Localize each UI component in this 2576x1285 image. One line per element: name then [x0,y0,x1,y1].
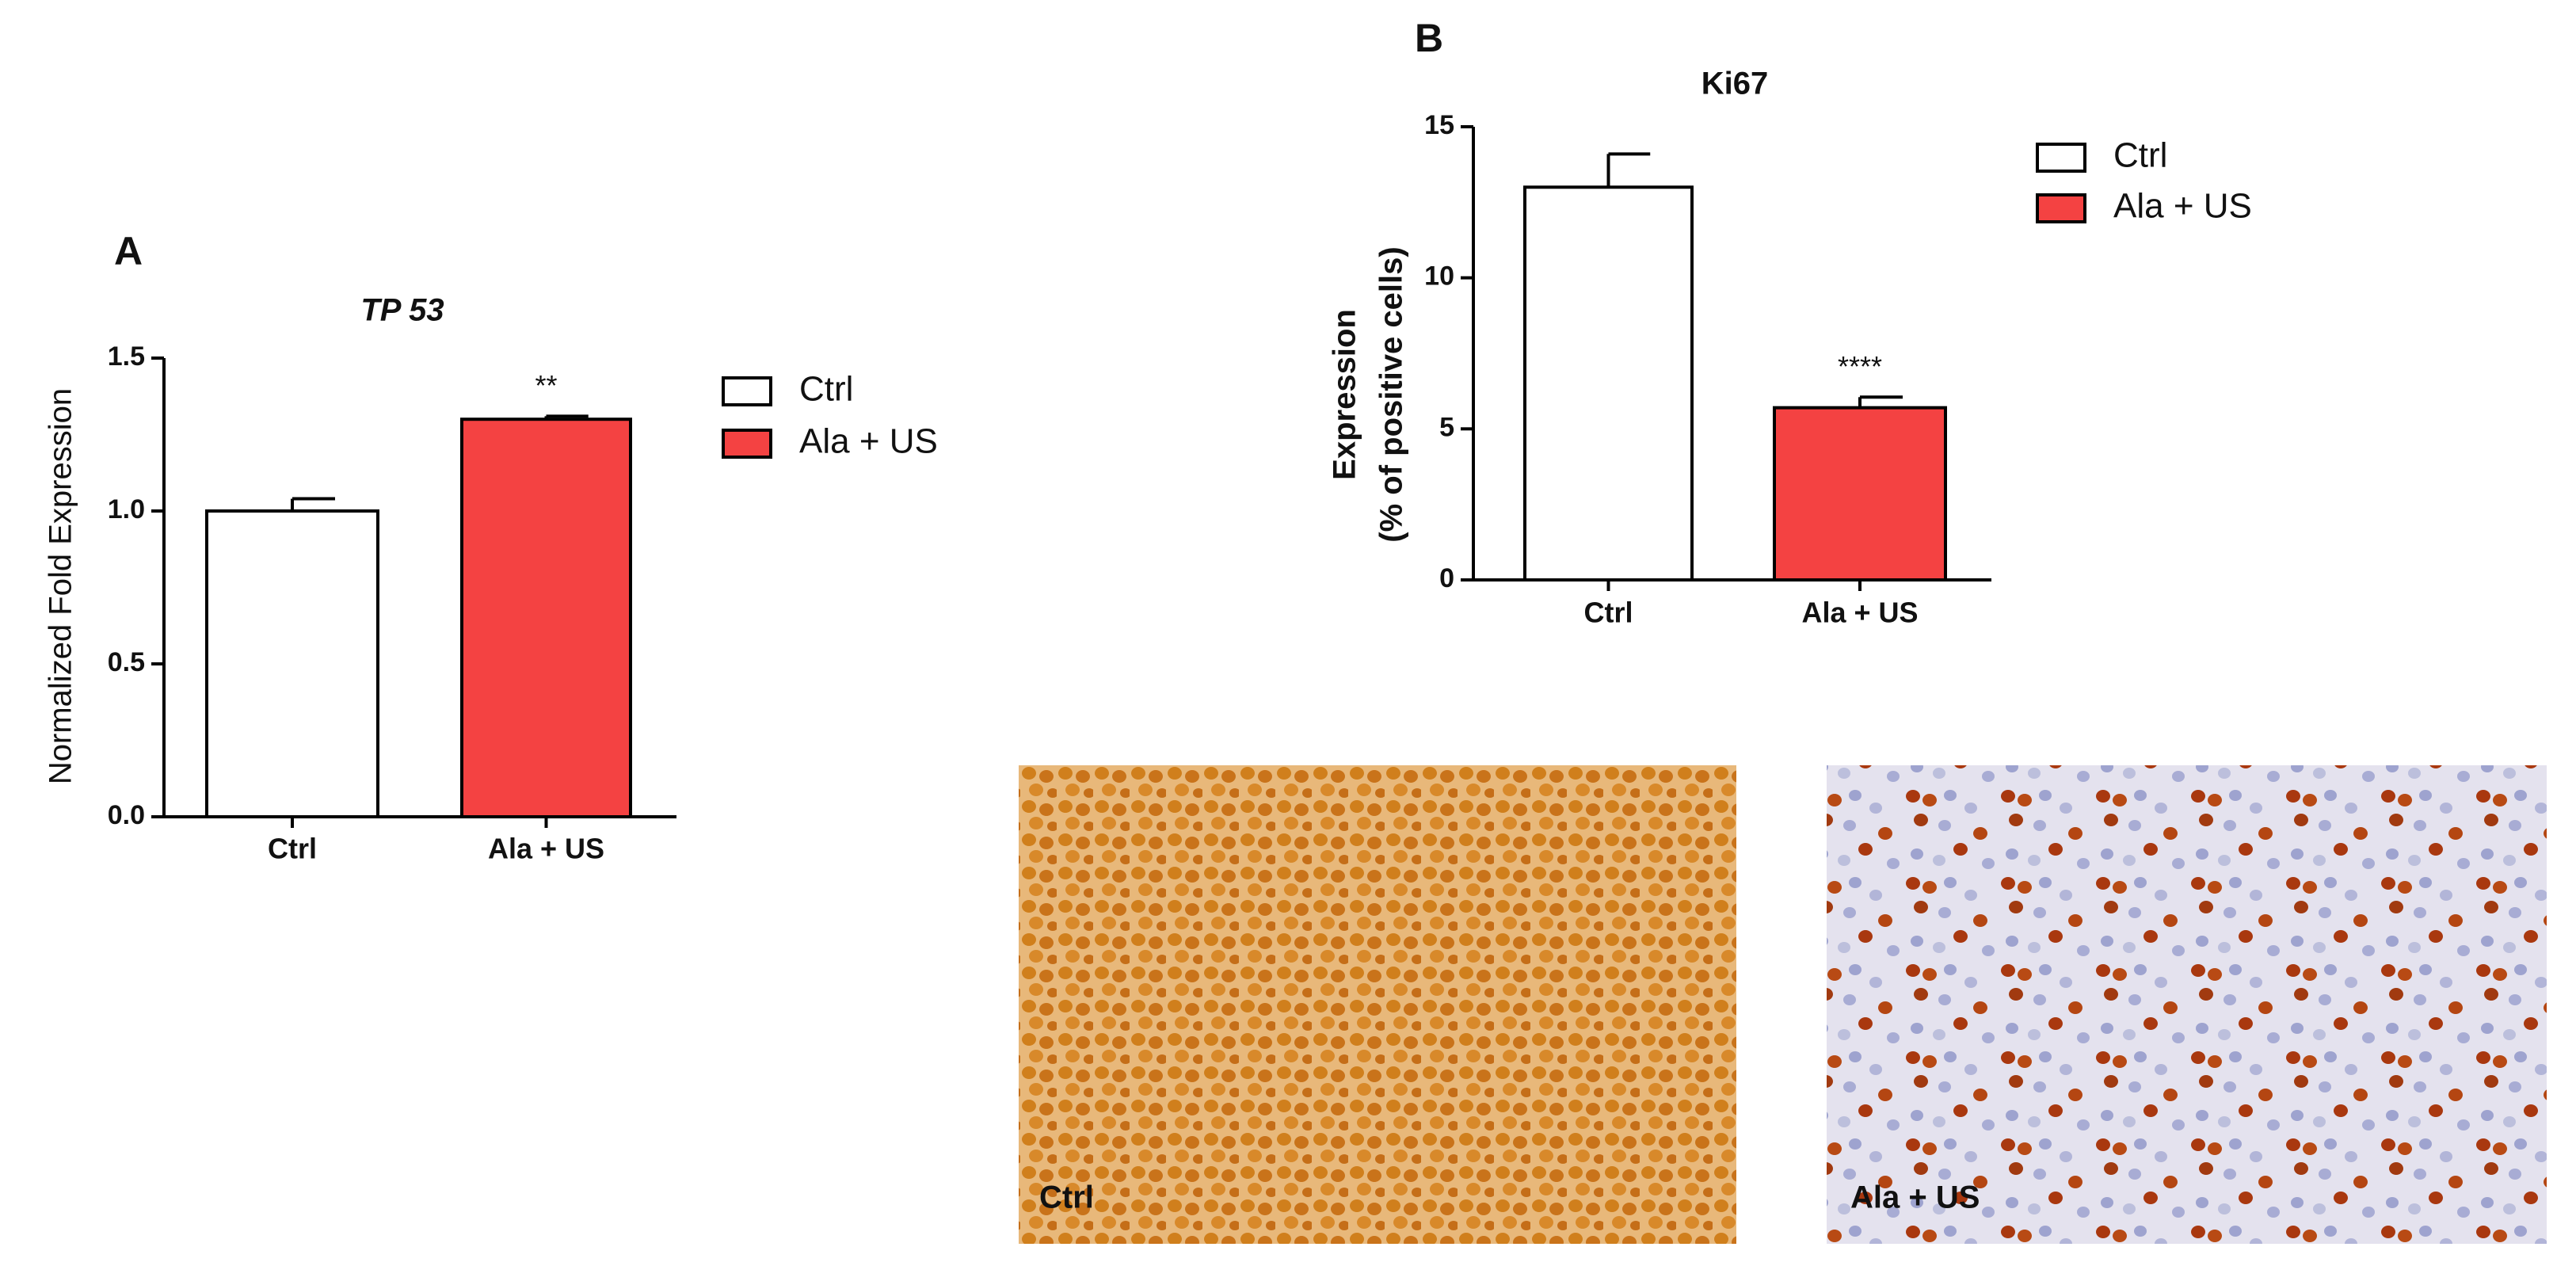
y-tick-label: 0.5 [108,647,145,677]
y-tick-label: 5 [1439,412,1454,442]
legend-swatch [722,429,772,459]
x-tick-label: Ala + US [488,833,604,865]
bar [205,509,379,818]
x-tick-label: Ctrl [268,833,317,865]
legend-label: Ctrl [799,370,853,409]
significance: **** [1838,350,1882,383]
image-label: Ala + US [1850,1180,1980,1215]
micrograph-ala-us [1827,765,2547,1244]
y-tick-label: 10 [1424,261,1454,292]
panel-letter: B [1415,16,1443,60]
y-axis-label: Normalized Fold Expression [44,388,78,784]
legend-swatch [2036,143,2086,173]
panel-letter: A [114,229,143,273]
y-tick-label: 1.5 [108,341,145,372]
image-label: Ctrl [1039,1180,1094,1215]
micrograph-ctrl [1019,765,1736,1244]
legend-label: Ctrl [2113,136,2167,175]
legend-swatch [2036,193,2086,223]
y-axis-label: (% of positive cells) [1374,246,1409,542]
y-tick-label: 0.0 [108,800,145,830]
x-tick-label: Ala + US [1801,597,1918,629]
y-tick-label: 1.0 [108,494,145,524]
chart-title: Ki67 [1701,67,1769,101]
bar [460,418,632,818]
legend-label: Ala + US [799,422,938,461]
legend-label: Ala + US [2113,187,2252,226]
bar [1773,406,1947,582]
chart-title: TP 53 [360,293,444,328]
y-tick-label: 0 [1439,563,1454,593]
significance: ** [535,369,557,402]
x-tick-label: Ctrl [1584,597,1633,629]
bar [1523,185,1694,581]
y-axis-label: Expression [1328,309,1362,480]
legend-swatch [722,376,772,406]
y-tick-label: 15 [1424,110,1454,140]
